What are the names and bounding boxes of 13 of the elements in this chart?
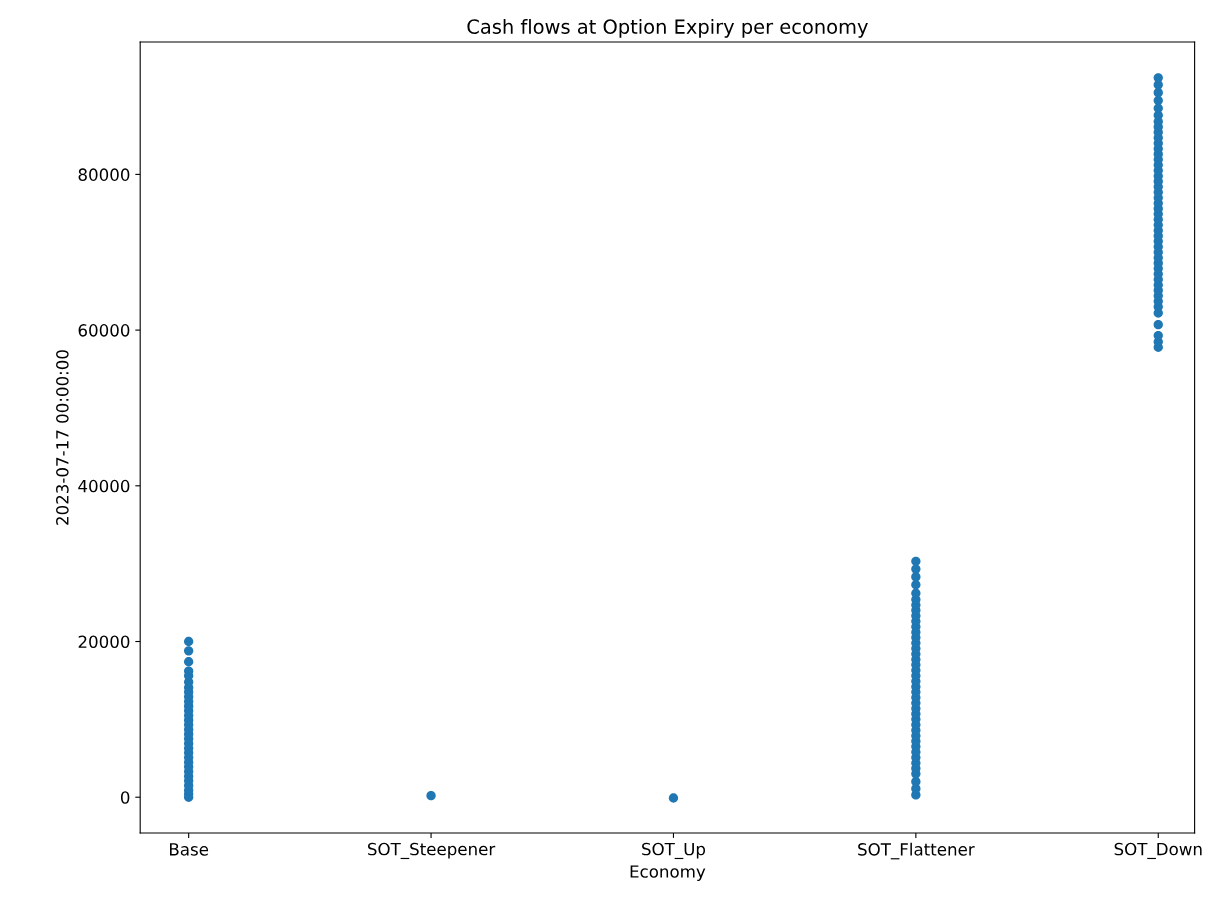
- x-tick-label: SOT_Steepener: [367, 842, 496, 860]
- x-tick-label: Base: [170, 843, 209, 856]
- y-tick-label: 40000: [78, 479, 130, 493]
- y-tick-label: 60000: [78, 324, 130, 337]
- x-tick-label: SOT_Up: [642, 842, 706, 860]
- x-tick-label: SOT_Down: [1114, 842, 1202, 860]
- y-tick-label: 20000: [78, 635, 130, 649]
- y-tick-label: 0: [120, 791, 130, 804]
- chart-title: Cash flows at Option Expiry per economy: [467, 18, 868, 38]
- x-tick-label: SOT_Flattener: [858, 842, 975, 860]
- x-axis-title: Economy: [630, 865, 706, 882]
- y-axis-title: 2023-07-17 00:00:00: [56, 350, 69, 525]
- y-tick-label: 80000: [78, 168, 130, 181]
